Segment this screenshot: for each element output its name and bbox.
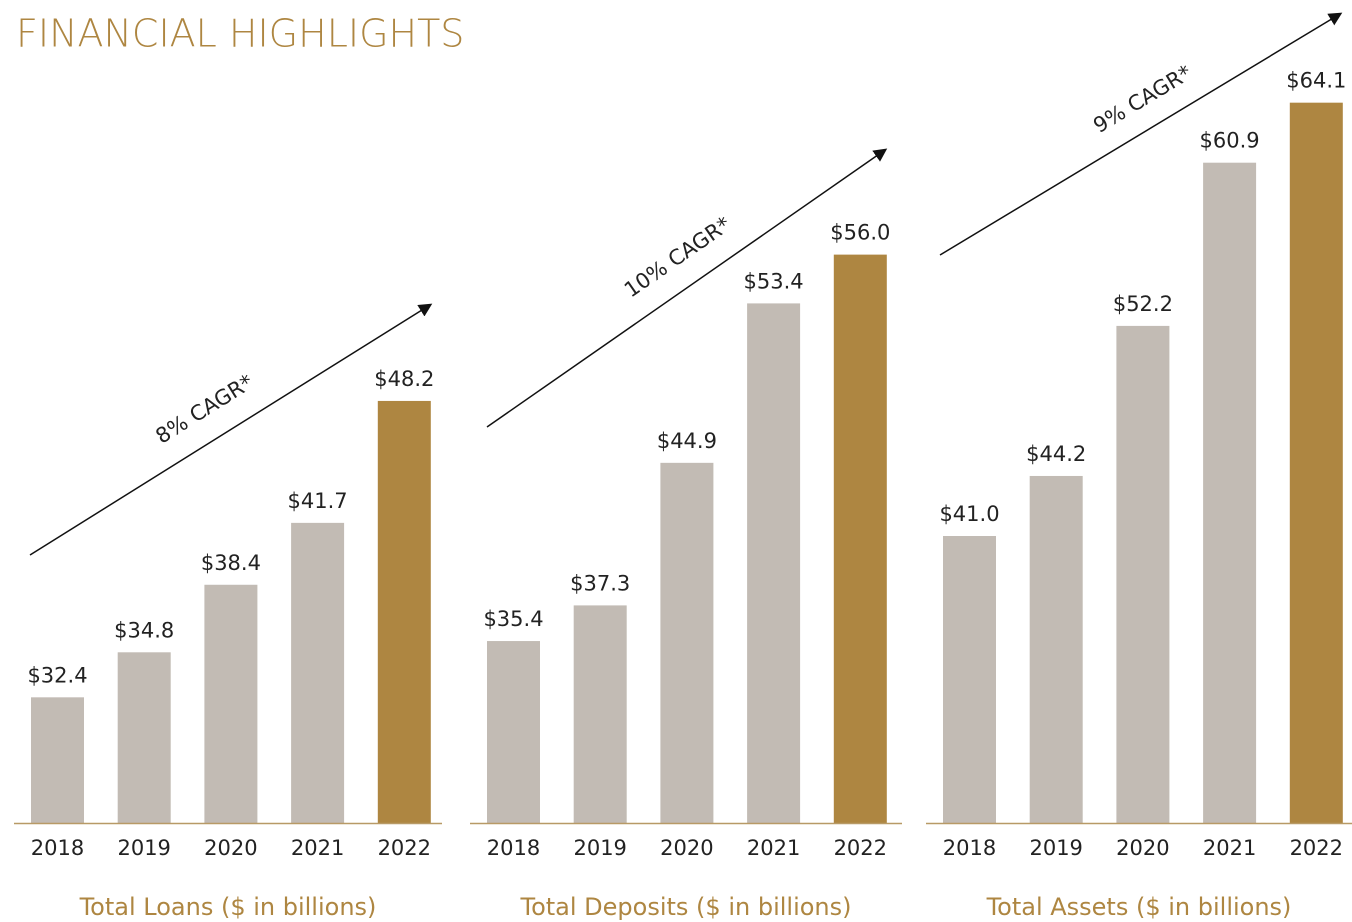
- axis-label: Total Deposits ($ in billions): [520, 893, 852, 921]
- value-label: $44.9: [657, 429, 717, 453]
- value-label: $32.4: [27, 663, 87, 687]
- bar: [291, 522, 345, 823]
- value-label: $64.1: [1286, 69, 1346, 93]
- bar: [1116, 325, 1170, 823]
- cagr-annotation: 10% CAGR*: [620, 212, 735, 302]
- bar: [377, 400, 431, 823]
- value-label: $48.2: [374, 367, 434, 391]
- value-label: $53.4: [744, 269, 804, 293]
- x-tick-label: 2020: [1116, 836, 1169, 860]
- axis-label: Total Loans ($ in billions): [79, 893, 377, 921]
- x-tick-label: 2018: [487, 836, 540, 860]
- bar: [943, 535, 996, 823]
- x-tick-label: 2019: [117, 836, 170, 860]
- page-title: FINANCIAL HIGHLIGHTS: [16, 12, 464, 56]
- x-tick-label: 2020: [660, 836, 713, 860]
- value-label: $44.2: [1026, 442, 1086, 466]
- value-label: $60.9: [1200, 129, 1260, 153]
- x-tick-label: 2022: [834, 836, 887, 860]
- bar: [487, 641, 540, 823]
- value-label: $34.8: [114, 618, 174, 642]
- value-label: $56.0: [830, 221, 890, 245]
- cagr-annotation: 9% CAGR*: [1089, 60, 1196, 137]
- x-tick-label: 2021: [1203, 836, 1256, 860]
- x-tick-label: 2019: [1029, 836, 1082, 860]
- bar: [833, 254, 887, 823]
- bar: [1029, 475, 1083, 823]
- bar: [1203, 162, 1257, 823]
- axis-label: Total Assets ($ in billions): [986, 893, 1292, 921]
- bar: [117, 652, 171, 823]
- x-tick-label: 2018: [31, 836, 84, 860]
- x-tick-label: 2021: [291, 836, 344, 860]
- value-label: $38.4: [201, 551, 261, 575]
- value-label: $37.3: [570, 571, 630, 595]
- bar: [747, 303, 801, 824]
- x-tick-label: 2021: [747, 836, 800, 860]
- x-tick-label: 2019: [573, 836, 626, 860]
- bar: [573, 605, 627, 823]
- x-tick-label: 2018: [943, 836, 996, 860]
- value-label: $41.0: [939, 502, 999, 526]
- bar: [31, 697, 84, 823]
- cagr-arrow: [939, 12, 1343, 256]
- x-tick-label: 2022: [1290, 836, 1343, 860]
- cagr-arrow: [486, 148, 888, 428]
- x-tick-label: 2020: [204, 836, 257, 860]
- cagr-annotation: 8% CAGR*: [151, 370, 257, 449]
- bar: [1289, 102, 1343, 824]
- bar: [660, 462, 714, 823]
- value-label: $52.2: [1113, 292, 1173, 316]
- value-label: $41.7: [288, 489, 348, 513]
- value-label: $35.4: [483, 607, 543, 631]
- cagr-arrow: [29, 303, 433, 556]
- x-tick-label: 2022: [378, 836, 431, 860]
- bar: [204, 584, 258, 823]
